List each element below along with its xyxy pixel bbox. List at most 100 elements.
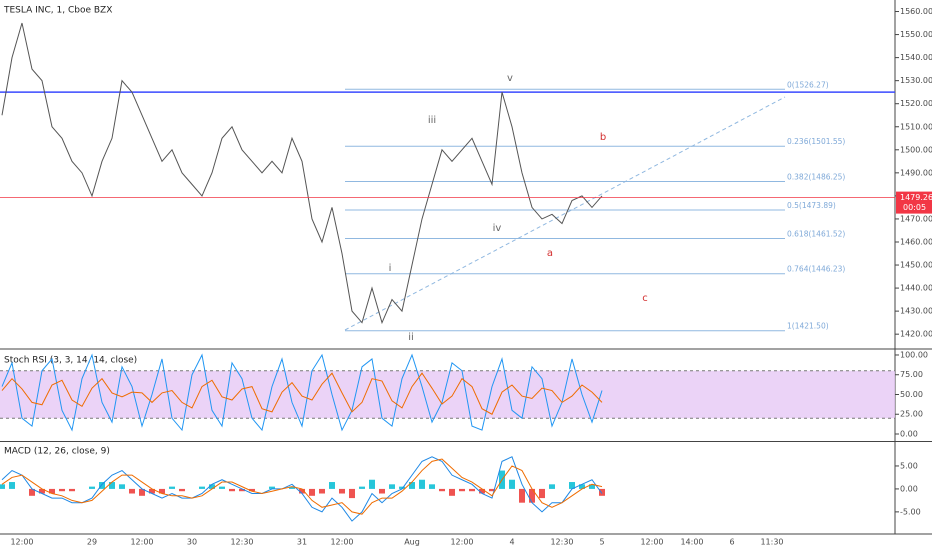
last-price-box	[896, 191, 932, 214]
y-tick-label: 1420.00	[900, 330, 932, 339]
histogram-bar	[389, 484, 395, 489]
price-line	[1, 22, 603, 325]
y-tick-label: 1550.00	[900, 30, 932, 39]
histogram-bar	[239, 488, 245, 492]
histogram-bar	[169, 486, 175, 489]
histogram-bar	[569, 482, 575, 489]
y-tick-label: 1530.00	[900, 76, 932, 85]
histogram-bar	[309, 488, 315, 496]
histogram-bar	[159, 488, 165, 494]
histogram-bar	[329, 482, 335, 489]
y-tick-label: 75.00	[900, 370, 923, 379]
histogram-bar	[289, 486, 295, 489]
stoch-title: Stoch RSI (3, 3, 14, 14, close)	[4, 356, 137, 366]
last-price-label: 1479.26	[900, 193, 932, 202]
fib-label: 0.236(1501.55)	[787, 137, 845, 146]
x-tick-label: 4	[509, 538, 514, 547]
x-tick-label: 6	[729, 538, 734, 547]
y-tick-label: 1490.00	[900, 168, 932, 177]
histogram-bar	[509, 479, 515, 489]
histogram-bar	[599, 488, 605, 496]
y-tick-label: 1440.00	[900, 284, 932, 293]
histogram-bar	[149, 488, 155, 494]
countdown: 00:05	[903, 203, 926, 212]
histogram-bar	[459, 488, 465, 492]
histogram-bar	[109, 482, 115, 489]
histogram-bar	[249, 488, 255, 492]
y-tick-label: 25.00	[900, 410, 923, 419]
histogram-bar	[469, 488, 475, 492]
histogram-bar	[139, 488, 145, 496]
histogram-bar	[419, 479, 425, 489]
wave-label: c	[642, 293, 648, 304]
indicator-line	[1, 372, 603, 415]
fib-label: 0.382(1486.25)	[787, 172, 845, 181]
histogram-bar	[49, 488, 55, 494]
fib-label: 1(1421.50)	[787, 322, 829, 331]
y-tick-label: 100.00	[900, 350, 928, 359]
histogram-bar	[429, 484, 435, 489]
x-tick-label: 12:00	[130, 538, 153, 547]
y-tick-label: 1540.00	[900, 53, 932, 62]
x-tick-label: 12:00	[640, 538, 663, 547]
x-tick-label: 14:00	[680, 538, 703, 547]
y-tick-label: -5.00	[900, 507, 921, 516]
histogram-bar	[99, 482, 105, 489]
trend-line	[344, 96, 786, 331]
histogram-bar	[369, 479, 375, 489]
histogram-bar	[199, 486, 205, 489]
x-tick-label: 12:30	[230, 538, 253, 547]
indicator-line	[1, 353, 603, 432]
histogram-bar	[29, 488, 35, 496]
x-tick-label: 30	[187, 538, 197, 547]
y-tick-label: 1460.00	[900, 237, 932, 246]
indicator-line	[1, 458, 603, 515]
histogram-bar	[449, 488, 455, 496]
x-tick-label: 11:30	[760, 538, 783, 547]
histogram-bar	[589, 484, 595, 489]
histogram-bar	[349, 488, 355, 499]
x-tick-label: Aug	[404, 538, 420, 547]
histogram-bar	[129, 488, 135, 494]
histogram-bar	[409, 482, 415, 489]
x-tick-label: 12:30	[550, 538, 573, 547]
histogram-bar	[529, 488, 535, 503]
histogram-bar	[69, 488, 75, 492]
histogram-bar	[489, 488, 495, 492]
x-tick-label: 29	[87, 538, 97, 547]
y-tick-label: 1450.00	[900, 261, 932, 270]
histogram-bar	[579, 484, 585, 489]
histogram-bar	[89, 486, 95, 489]
histogram-bar	[179, 488, 185, 492]
histogram-bar	[339, 488, 345, 494]
y-tick-label: 1560.00	[900, 7, 932, 16]
y-tick-label: 0.00	[900, 484, 918, 493]
x-tick-label: 12:00	[330, 538, 353, 547]
histogram-bar	[9, 482, 15, 489]
y-tick-label: 1430.00	[900, 307, 932, 316]
histogram-bar	[229, 488, 235, 492]
indicator-line	[1, 456, 603, 522]
fib-label: 0(1526.27)	[787, 80, 829, 89]
y-tick-label: 1520.00	[900, 99, 932, 108]
histogram-bar	[119, 484, 125, 489]
histogram-bar	[59, 488, 65, 492]
wave-label: a	[547, 248, 553, 259]
histogram-bar	[299, 488, 305, 494]
x-tick-label: 5	[599, 538, 604, 547]
x-tick-label: 12:00	[10, 538, 33, 547]
histogram-bar	[39, 488, 45, 494]
histogram-bar	[319, 488, 325, 494]
histogram-bar	[269, 486, 275, 489]
symbol-title: TESLA INC, 1, Cboe BZX	[3, 6, 112, 16]
histogram-bar	[0, 484, 5, 489]
fib-label: 0.618(1461.52)	[787, 229, 845, 238]
fib-label: 0.5(1473.89)	[787, 201, 836, 210]
histogram-bar	[479, 488, 485, 494]
y-tick-label: 1510.00	[900, 122, 932, 131]
wave-label: v	[507, 73, 513, 84]
y-tick-label: 1500.00	[900, 145, 932, 154]
x-tick-label: 12:00	[450, 538, 473, 547]
histogram-bar	[219, 486, 225, 489]
